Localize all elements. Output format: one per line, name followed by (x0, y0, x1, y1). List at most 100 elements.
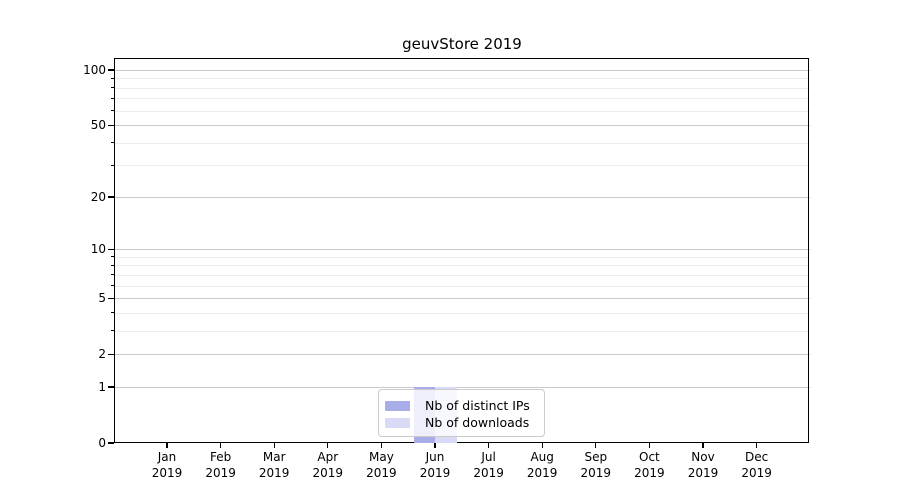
y-axis-major-tick (108, 124, 114, 126)
gridline-minor (115, 110, 810, 112)
x-label-month: Nov (691, 450, 715, 464)
y-axis-major-tick (108, 248, 114, 250)
legend-swatch-downloads-icon (385, 417, 410, 428)
x-label-month: Jun (425, 450, 445, 464)
y-axis-minor-tick (110, 110, 114, 112)
x-label-year: 2019 (419, 466, 451, 480)
y-axis-major-tick (108, 353, 114, 355)
x-label-year: 2019 (634, 466, 665, 480)
y-axis-major-tick (108, 442, 114, 444)
y-axis-minor-tick (110, 87, 114, 89)
gridline-minor (115, 265, 810, 267)
x-axis-tick (488, 443, 490, 448)
gridline-minor (115, 78, 810, 80)
x-axis-tick-label: May 2019 (353, 449, 409, 481)
y-axis-minor-tick (110, 97, 114, 99)
y-axis-tick-label: 20 (90, 189, 106, 204)
y-axis-tick-label: 2 (98, 347, 106, 362)
x-label-year: 2019 (366, 466, 397, 480)
gridline-minor (115, 87, 810, 89)
y-axis-minor-tick (110, 285, 114, 287)
x-label-month: Jan (157, 450, 177, 464)
y-axis-tick-label: 50 (90, 118, 106, 133)
x-label-month: Mar (262, 450, 286, 464)
x-label-month: Oct (639, 450, 660, 464)
x-label-month: Dec (744, 450, 769, 464)
gridline-minor (115, 256, 810, 258)
x-axis-tick-label: Jun 2019 (407, 449, 463, 481)
y-axis-minor-tick (110, 142, 114, 144)
x-axis-tick-label: Oct 2019 (621, 449, 677, 481)
legend-label-distinct-ips: Nb of distinct IPs (425, 398, 530, 413)
y-axis-tick-label: 5 (98, 291, 106, 306)
x-label-month: May (368, 450, 394, 464)
gridline-major (115, 69, 810, 71)
x-label-year: 2019 (258, 466, 290, 480)
x-axis-tick-label: Jan 2019 (139, 449, 195, 481)
x-label-year: 2019 (526, 466, 558, 480)
y-axis-minor-tick (110, 164, 114, 166)
x-axis-tick (327, 443, 329, 448)
x-axis-tick-label: Aug 2019 (514, 449, 570, 481)
x-axis-tick-label: Dec 2019 (729, 449, 785, 481)
x-label-year: 2019 (741, 466, 772, 480)
y-axis-minor-tick (110, 77, 114, 79)
chart-title: geuvStore 2019 (402, 35, 522, 53)
x-axis-tick-label: Jul 2019 (461, 449, 517, 481)
legend-item-downloads: Nb of downloads (385, 414, 536, 431)
x-axis-tick (541, 443, 543, 448)
gridline-minor (115, 285, 810, 287)
y-axis-major-tick (108, 69, 114, 71)
gridline-major (115, 196, 810, 198)
x-label-year: 2019 (580, 466, 612, 480)
gridline-minor (115, 98, 810, 100)
x-label-month: Apr (317, 450, 339, 464)
x-label-year: 2019 (205, 466, 236, 480)
y-axis-minor-tick (110, 264, 114, 266)
x-label-year: 2019 (687, 466, 719, 480)
y-axis-minor-tick (110, 256, 114, 258)
x-axis-tick (756, 443, 758, 448)
gridline-minor (115, 165, 810, 167)
x-axis-tick (702, 443, 704, 448)
legend-item-distinct-ips: Nb of distinct IPs (385, 397, 536, 414)
y-axis-major-tick (108, 297, 114, 299)
y-axis-tick-label: 1 (98, 379, 106, 394)
legend-swatch-distinct-ips-icon (385, 400, 410, 411)
gridline-major (115, 249, 810, 251)
gridline-minor (115, 142, 810, 144)
x-axis-tick (434, 443, 436, 448)
y-axis-minor-tick (110, 330, 114, 332)
legend: Nb of distinct IPs Nb of downloads (378, 389, 545, 437)
y-axis-major-tick (108, 196, 114, 198)
y-axis-minor-tick (110, 274, 114, 276)
x-axis-tick-label: Feb 2019 (193, 449, 249, 481)
x-axis-tick (380, 443, 382, 448)
x-axis-tick (648, 443, 650, 448)
x-axis-tick (220, 443, 222, 448)
x-axis-tick-label: Sep 2019 (568, 449, 624, 481)
gridline-major (115, 386, 810, 388)
x-label-month: Feb (209, 450, 232, 464)
x-axis-tick (595, 443, 597, 448)
y-axis-minor-tick (110, 312, 114, 314)
x-axis-tick-label: Nov 2019 (675, 449, 731, 481)
y-axis-major-tick (108, 386, 114, 388)
x-label-month: Jul (481, 450, 496, 464)
gridline-minor (115, 330, 810, 332)
x-axis-tick (273, 443, 275, 448)
legend-label-downloads: Nb of downloads (425, 415, 530, 430)
gridline-major (115, 354, 810, 356)
gridline-minor (115, 274, 810, 276)
x-label-month: Aug (530, 450, 554, 464)
x-axis-tick-label: Apr 2019 (300, 449, 356, 481)
y-axis-tick-label: 100 (83, 62, 106, 77)
gridline-minor (115, 312, 810, 314)
y-axis-tick-label: 0 (98, 436, 106, 450)
x-axis-tick (166, 443, 168, 448)
gridline-major (115, 125, 810, 127)
y-axis-tick-label: 10 (90, 242, 106, 257)
plot-spines (114, 58, 809, 443)
x-axis-tick-label: Mar 2019 (246, 449, 302, 481)
